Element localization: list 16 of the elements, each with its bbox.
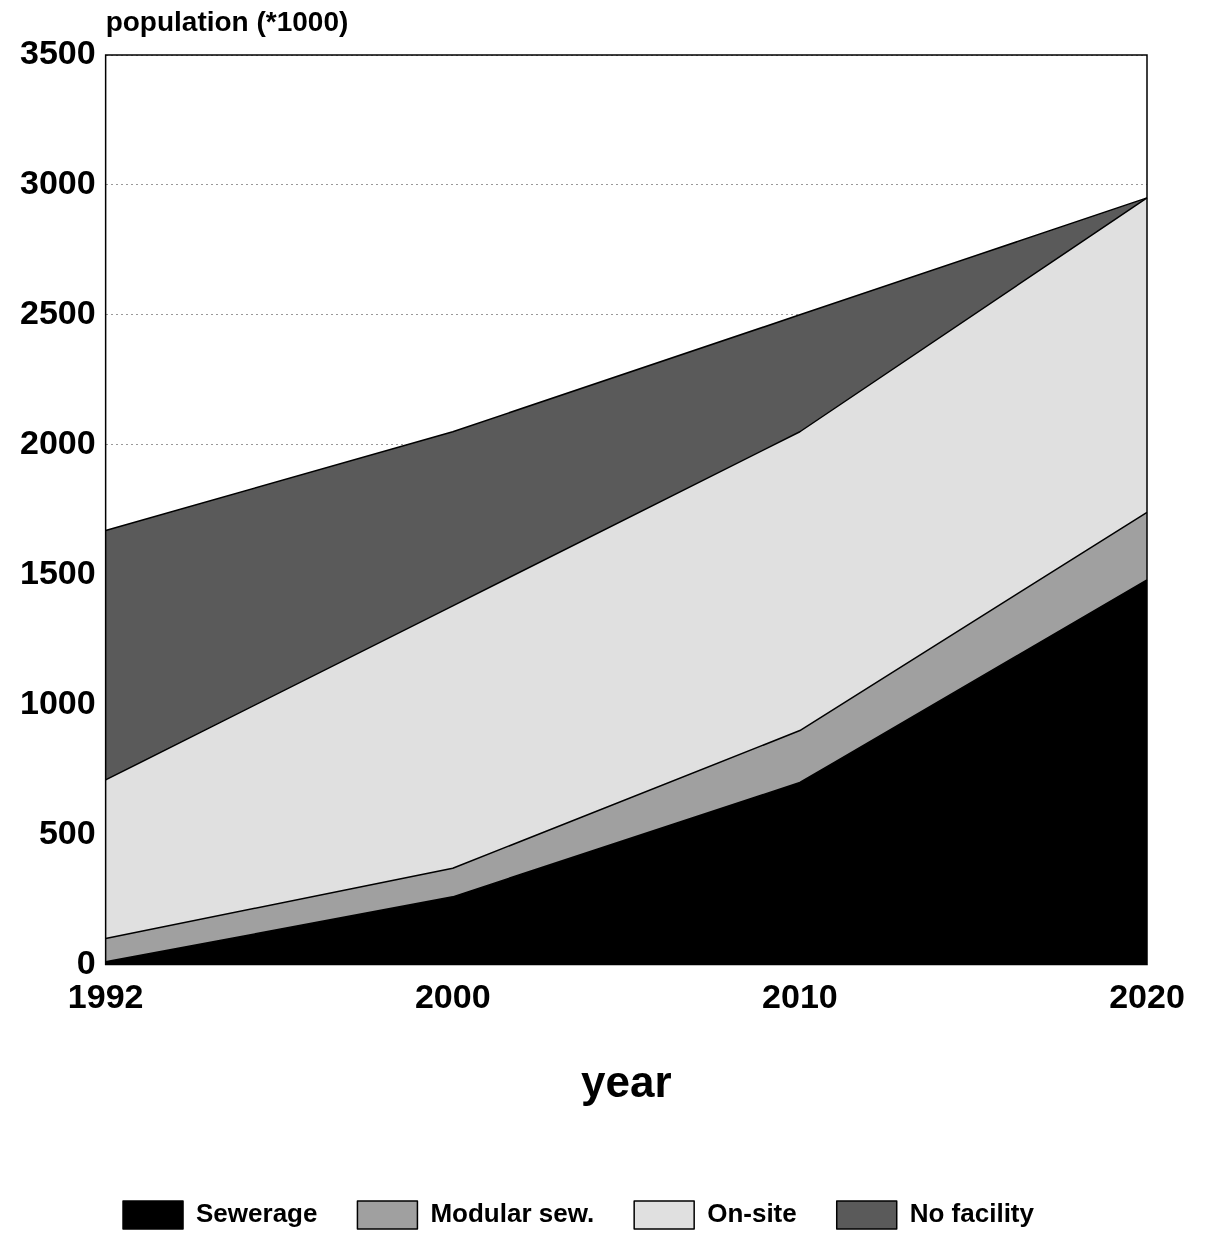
y-tick-label: 1000 (20, 682, 96, 721)
y-tick-label: 1500 (20, 553, 96, 592)
x-tick-label: 2010 (762, 977, 838, 1016)
x-tick-label: 2000 (414, 977, 491, 1016)
y-tick-label: 2000 (20, 423, 96, 462)
legend-label: On-site (707, 1198, 797, 1229)
y-tick-label: 3500 (20, 33, 96, 72)
x-tick-label: 2020 (1109, 977, 1185, 1016)
legend-label: No facility (909, 1198, 1035, 1229)
y-tick-label: 500 (38, 812, 96, 851)
legend-label: Sewerage (196, 1198, 318, 1229)
y-tick-label: 2500 (20, 293, 96, 332)
y-axis-title: population (*1000) (105, 5, 349, 37)
legend-label: Modular sew. (430, 1198, 595, 1229)
x-axis-title: year (581, 1056, 672, 1106)
y-tick-label: 3000 (20, 163, 96, 202)
